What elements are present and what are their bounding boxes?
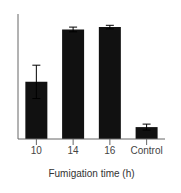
svg-text:10: 10: [31, 145, 43, 156]
svg-text:16: 16: [104, 145, 116, 156]
svg-text:Fumigation time (h): Fumigation time (h): [48, 168, 134, 179]
svg-text:14: 14: [68, 145, 80, 156]
svg-text:Control: Control: [131, 145, 163, 156]
